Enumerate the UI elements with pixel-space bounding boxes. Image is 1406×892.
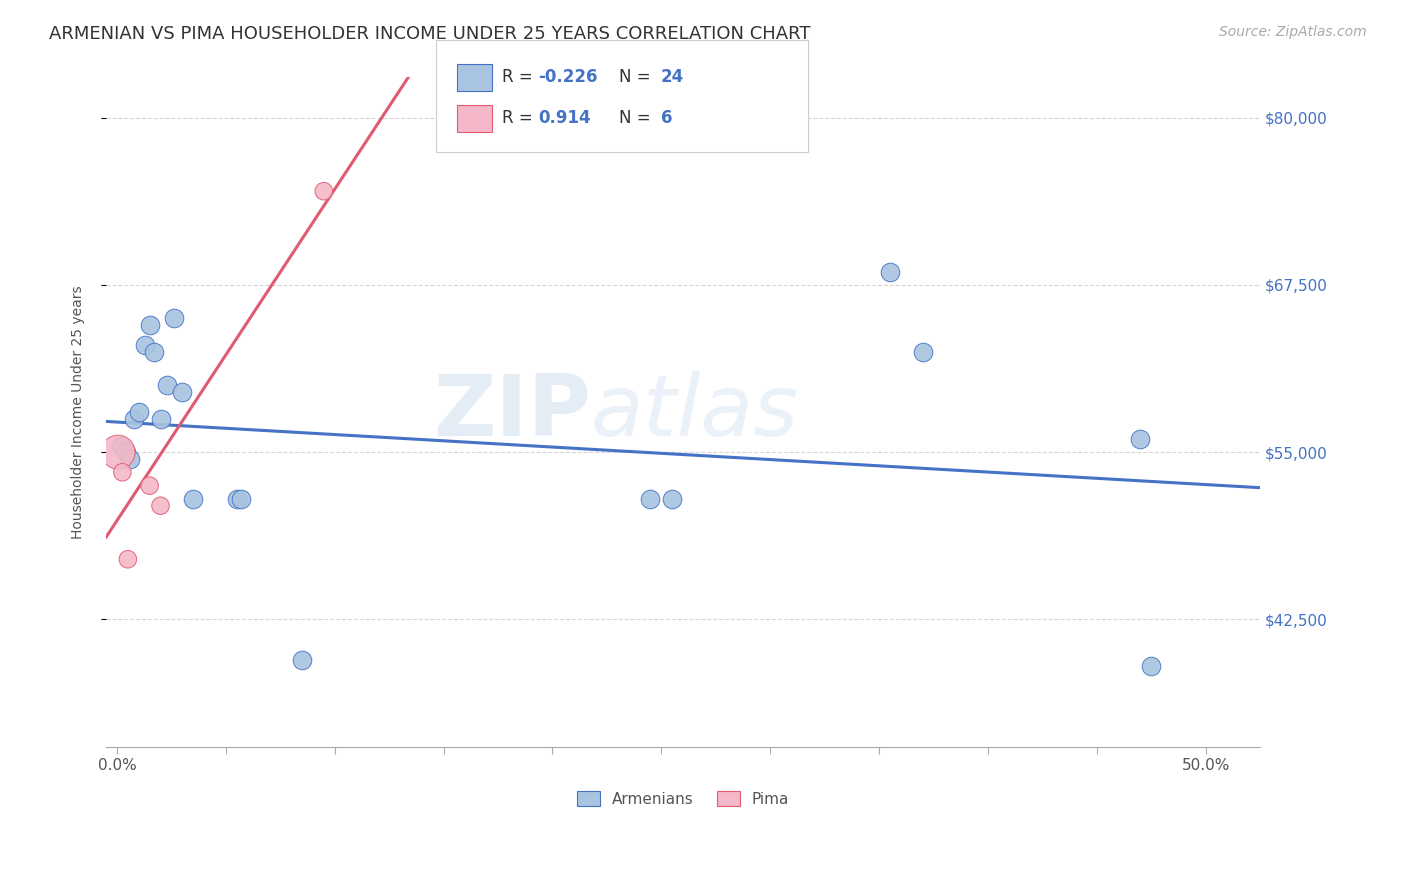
Point: [117, 552, 139, 566]
Point: [138, 478, 160, 492]
Text: R =: R =: [502, 69, 538, 87]
Point: [134, 338, 156, 352]
Point: [107, 445, 129, 459]
Point: [110, 438, 132, 452]
Text: ZIP: ZIP: [433, 370, 591, 453]
Point: [291, 653, 314, 667]
Point: [181, 491, 204, 506]
Point: [312, 184, 335, 198]
Text: ARMENIAN VS PIMA HOUSEHOLDER INCOME UNDER 25 YEARS CORRELATION CHART: ARMENIAN VS PIMA HOUSEHOLDER INCOME UNDE…: [49, 25, 811, 43]
Point: [118, 451, 141, 466]
Text: Source: ZipAtlas.com: Source: ZipAtlas.com: [1219, 25, 1367, 39]
Text: 24: 24: [661, 69, 685, 87]
Text: 6: 6: [661, 110, 672, 128]
Point: [162, 311, 184, 326]
Text: N =: N =: [619, 110, 661, 128]
Text: -0.226: -0.226: [538, 69, 598, 87]
Point: [229, 491, 252, 506]
Point: [911, 344, 934, 359]
Point: [661, 491, 683, 506]
Text: 0.914: 0.914: [538, 110, 591, 128]
Point: [138, 318, 160, 332]
Point: [1129, 432, 1152, 446]
Point: [149, 411, 172, 425]
Text: atlas: atlas: [591, 370, 799, 453]
Point: [124, 411, 146, 425]
Y-axis label: Householder Income Under 25 years: Householder Income Under 25 years: [72, 285, 86, 539]
Point: [172, 384, 194, 399]
Point: [640, 491, 662, 506]
Point: [225, 491, 247, 506]
Point: [156, 378, 179, 392]
Text: R =: R =: [502, 110, 543, 128]
Point: [111, 465, 134, 479]
Point: [1140, 659, 1163, 673]
Point: [879, 264, 901, 278]
Point: [114, 445, 136, 459]
Point: [149, 499, 172, 513]
Point: [128, 405, 150, 419]
Point: [143, 344, 166, 359]
Text: N =: N =: [619, 69, 655, 87]
Legend: Armenians, Pima: Armenians, Pima: [571, 784, 796, 813]
